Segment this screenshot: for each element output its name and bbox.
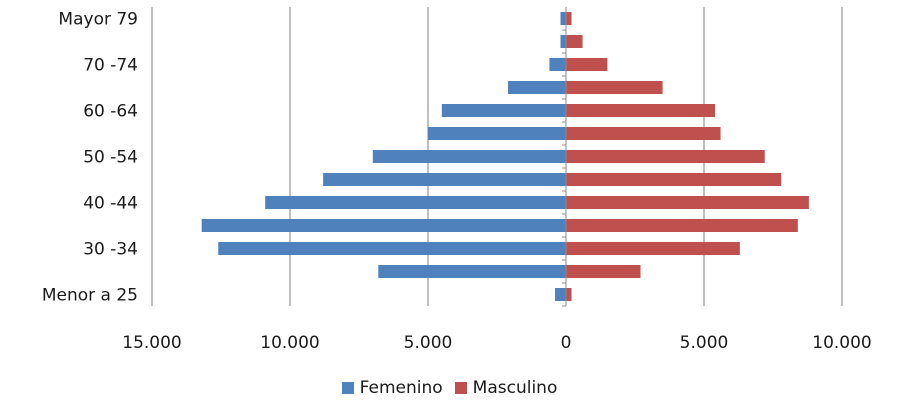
bar-masculino-70-74 [566, 58, 608, 71]
bar-masculino-menor-a-25 [566, 288, 572, 301]
bar-masculino-45-49 [566, 173, 782, 186]
axis-layer [562, 7, 567, 307]
category-label-mayor-79: Mayor 79 [58, 10, 138, 30]
bar-masculino-60-64 [566, 104, 716, 117]
bar-masculino-35-39 [566, 219, 798, 232]
bar-masculino-mayor-79 [566, 12, 572, 25]
category-label-30-34: 30 -34 [83, 240, 138, 260]
x-tick-label-1: 10.000 [260, 333, 319, 353]
bar-femenino-40-44 [265, 196, 566, 209]
legend-swatch-femenino [341, 382, 354, 394]
bar-femenino-menor-a-25 [554, 288, 566, 301]
bar-femenino-75-79 [560, 35, 566, 48]
bar-femenino-55-59 [428, 127, 566, 140]
category-label-menor-a-25: Menor a 25 [42, 286, 138, 306]
bar-masculino-65-69 [566, 81, 663, 94]
legend-swatch-masculino [454, 382, 467, 394]
bar-masculino-40-44 [566, 196, 809, 209]
bar-masculino-50-54 [566, 150, 765, 163]
legend-item-femenino: Femenino [341, 378, 443, 398]
x-tick-label-3: 0 [561, 333, 572, 353]
label-layer: Mayor 79 70 -74 60 -64 50 -54 40 -44 30 -34 Me… [42, 10, 872, 354]
bar-femenino-mayor-79 [560, 12, 566, 25]
x-tick-label-2: 5.000 [404, 333, 453, 353]
category-label-50-54: 50 -54 [83, 148, 138, 168]
bar-masculino-75-79 [566, 35, 583, 48]
x-tick-label-5: 10.000 [812, 333, 871, 353]
population-pyramid-chart: Mayor 79 70 -74 60 -64 50 -54 40 -44 30 -34 Me… [42, 7, 872, 354]
bar-femenino-60-64 [441, 104, 566, 117]
bar-masculino-30-34 [566, 242, 740, 255]
x-tick-label-0: 15.000 [122, 333, 181, 353]
bar-masculino-25-29 [566, 265, 641, 278]
category-label-70-74: 70 -74 [83, 56, 138, 76]
bar-femenino-45-49 [323, 173, 566, 186]
x-tick-label-4: 5.000 [680, 333, 729, 353]
legend: Femenino Masculino [0, 375, 899, 401]
bar-femenino-25-29 [378, 265, 566, 278]
bar-femenino-50-54 [372, 150, 566, 163]
legend-item-masculino: Masculino [454, 378, 558, 398]
bar-layer [201, 12, 809, 301]
bar-masculino-55-59 [566, 127, 721, 140]
category-label-40-44: 40 -44 [83, 194, 138, 214]
bar-femenino-70-74 [549, 58, 566, 71]
bar-femenino-35-39 [201, 219, 566, 232]
legend-label-femenino: Femenino [359, 378, 443, 398]
bar-femenino-30-34 [218, 242, 567, 255]
bar-femenino-65-69 [508, 81, 566, 94]
legend-label-masculino: Masculino [472, 378, 558, 398]
category-label-60-64: 60 -64 [83, 102, 138, 122]
